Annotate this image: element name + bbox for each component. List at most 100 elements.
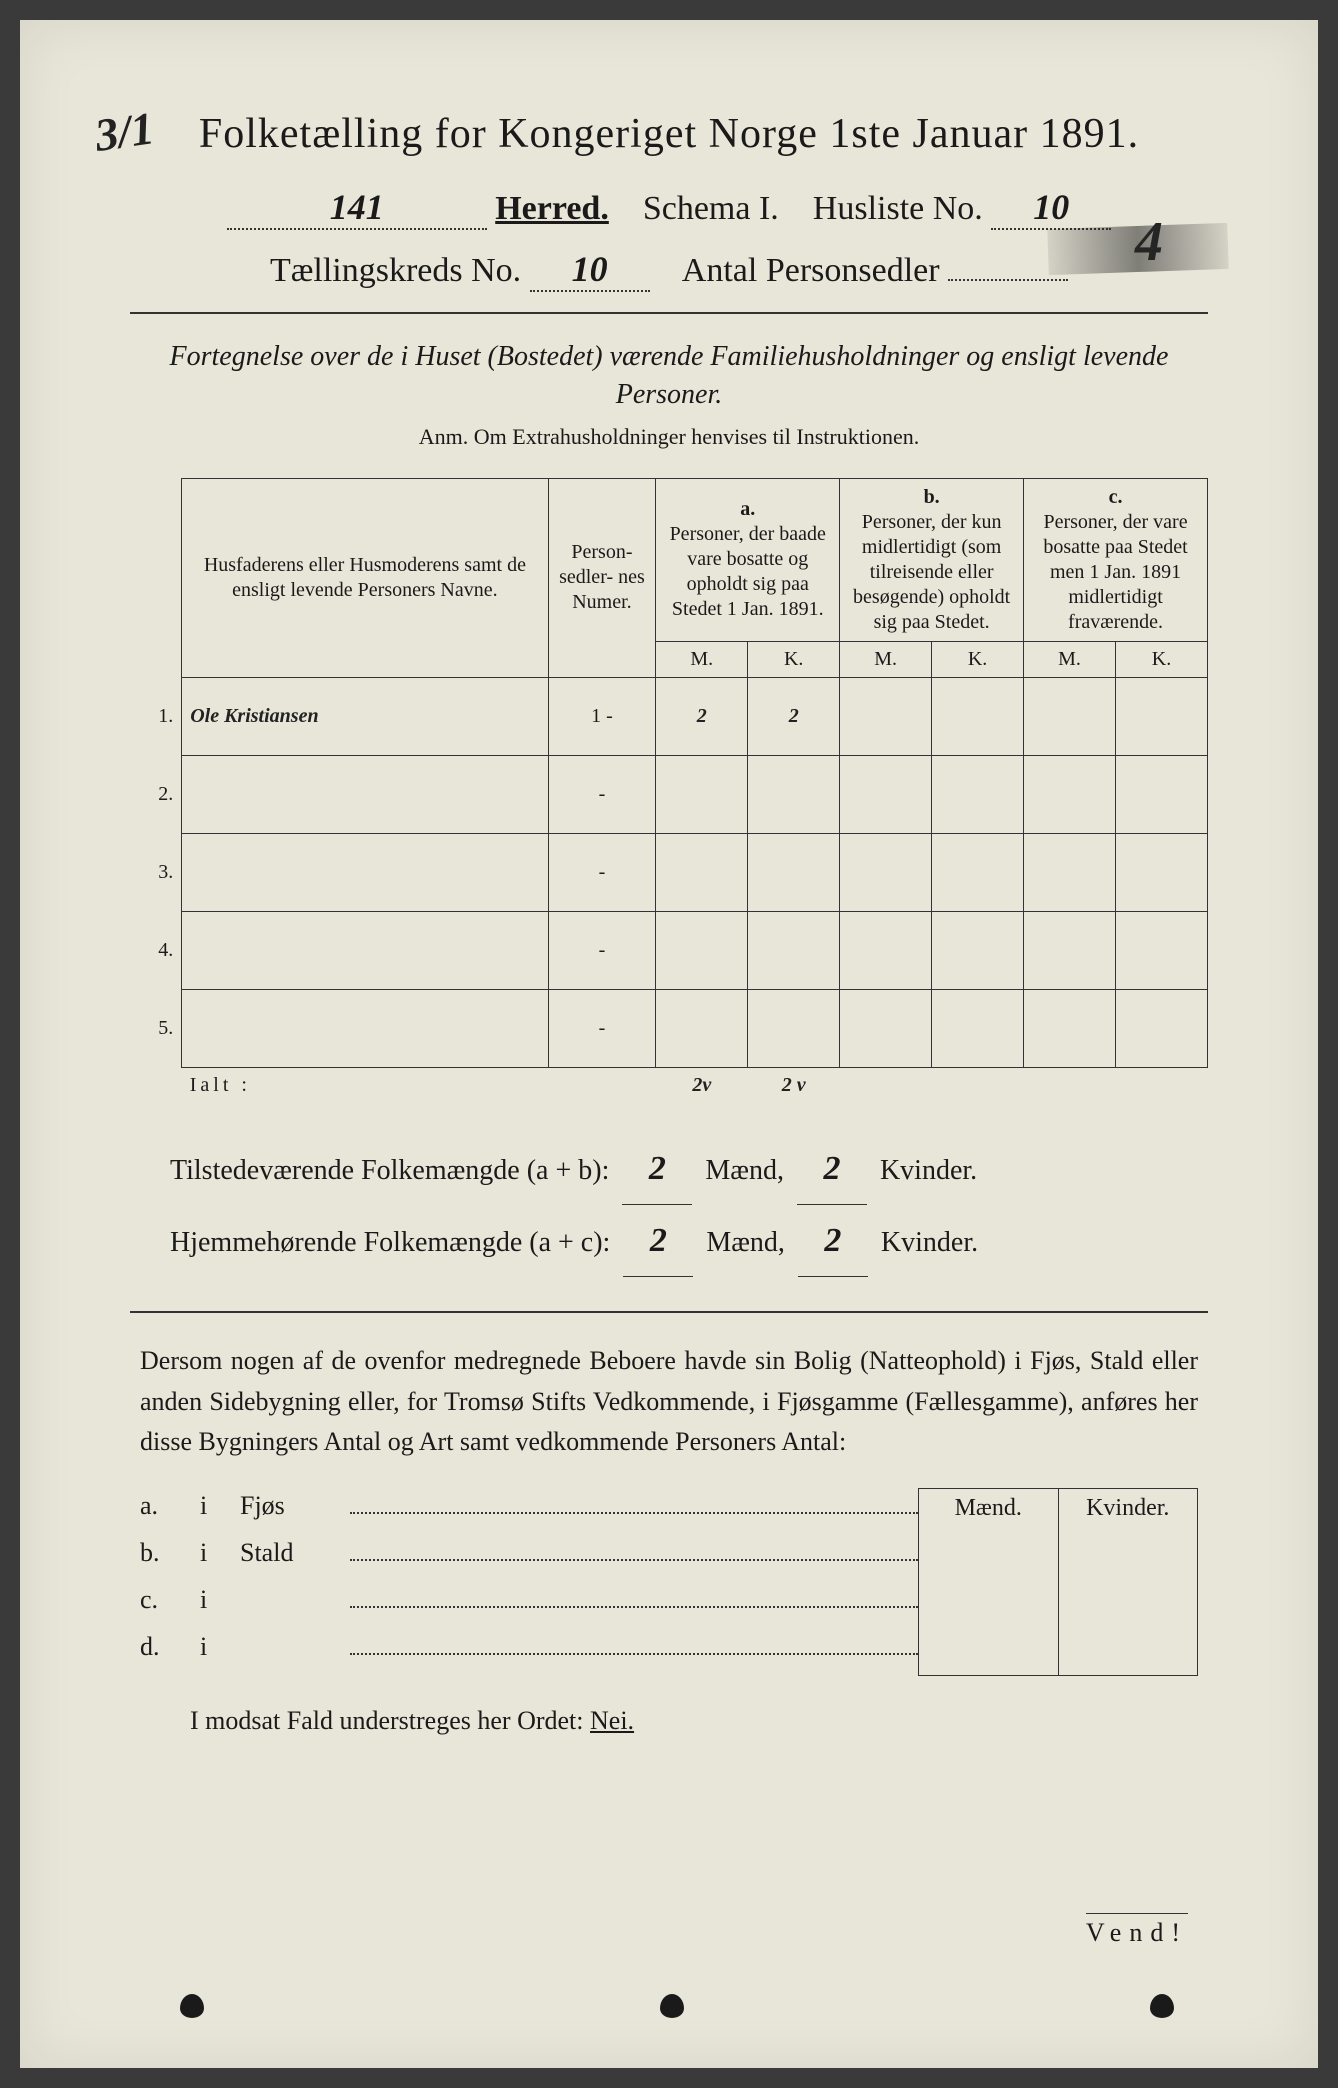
row-c-k [1116,677,1208,755]
row-a-m [656,755,748,833]
building-block: a.iFjøsb.iStaldc.id.i Mænd. Kvinder. [140,1488,1198,1676]
row-c-m [1024,833,1116,911]
mk-box: Mænd. Kvinder. [918,1488,1198,1676]
row-i: i [200,1538,240,1568]
building-row: a.iFjøs [140,1488,918,1521]
divider-2 [130,1311,1208,1313]
table-row: 3. - [130,833,1208,911]
col-head-name: Husfaderens eller Husmoderens samt de en… [182,478,548,677]
subtitle: Fortegnelse over de i Huset (Bostedet) v… [130,338,1208,414]
head-c-k: K. [1116,641,1208,677]
col-head-a: a. Personer, der baade vare bosatte og o… [656,478,840,641]
head-b-m: M. [840,641,932,677]
head-a-m: M. [656,641,748,677]
row-c-k [1116,911,1208,989]
ialt-b-m [840,1067,932,1103]
row-number: 2. [130,755,182,833]
row-a-m [656,833,748,911]
building-row: c.i [140,1582,918,1615]
row-b-m [840,989,932,1067]
kreds-value: 10 [572,249,608,289]
row-b-k [932,755,1024,833]
ialt-row: Ialt : 2v 2 v [130,1067,1208,1103]
sum1-klab: Kvinder. [880,1155,977,1186]
row-b-m [840,833,932,911]
col-head-num: Person- sedler- nes Numer. [548,478,656,677]
row-name [182,833,548,911]
divider-1 [130,312,1208,314]
summary-line-1: Tilstedeværende Folkemængde (a + b): 2 M… [170,1133,1208,1205]
row-b-m [840,755,932,833]
head-a-letter: a. [664,497,831,522]
row-number: 5. [130,989,182,1067]
sum2-mlab: Mænd, [706,1227,785,1258]
head-c-m: M. [1024,641,1116,677]
sum1-label: Tilstedeværende Folkemængde (a + b): [170,1155,609,1186]
row-num: 1 - [548,677,656,755]
head-b-letter: b. [848,485,1015,510]
husliste-value: 10 [1033,187,1069,227]
row-letter: a. [140,1491,200,1521]
punch-hole [660,1994,684,2018]
row-c-k [1116,755,1208,833]
header-line-2: 141 Herred. Schema I. Husliste No. 10 [130,186,1208,230]
nei-text: I modsat Fald understreges her Ordet: [190,1706,590,1735]
row-letter: b. [140,1538,200,1568]
row-b-m [840,677,932,755]
row-a-m: 2 [656,677,748,755]
corner-annotation: 3/1 [92,101,158,162]
sum2-m: 2 [650,1222,667,1259]
dotted-line [350,1582,918,1608]
row-letter: c. [140,1585,200,1615]
row-c-m [1024,989,1116,1067]
ialt-label: Ialt : [182,1067,548,1103]
instruction-paragraph: Dersom nogen af de ovenfor medregnede Be… [140,1341,1198,1462]
head-c-text: Personer, der vare bosatte paa Stedet me… [1032,510,1199,635]
summary-line-2: Hjemmehørende Folkemængde (a + c): 2 Mæn… [170,1205,1208,1277]
row-number: 4. [130,911,182,989]
row-i: i [200,1632,240,1662]
sum2-klab: Kvinder. [881,1227,978,1258]
dotted-line [350,1535,918,1561]
nei-line: I modsat Fald understreges her Ordet: Ne… [190,1706,1198,1736]
head-c-letter: c. [1032,485,1199,510]
sum1-k: 2 [823,1150,840,1187]
row-c-k [1116,833,1208,911]
row-name [182,911,548,989]
row-c-m [1024,755,1116,833]
herred-value: 141 [330,187,384,227]
row-b-k [932,911,1024,989]
sum1-mlab: Mænd, [705,1155,784,1186]
schema-label: Schema I. [643,190,779,227]
building-row: d.i [140,1629,918,1662]
sum1-m: 2 [649,1150,666,1187]
table-row: 4.- [130,911,1208,989]
row-number: 1. [130,677,182,755]
row-num: - [548,833,656,911]
row-i: i [200,1491,240,1521]
row-c-m [1024,911,1116,989]
ialt-a-m: 2v [656,1067,748,1103]
sum2-k: 2 [824,1222,841,1259]
head-a-text: Personer, der baade vare bosatte og opho… [664,522,831,622]
vend-label: Vend! [1086,1913,1188,1948]
row-a-k: 2 [748,677,840,755]
row-c-k [1116,989,1208,1067]
dotted-line [350,1488,918,1514]
row-number: 3. [130,833,182,911]
row-letter: d. [140,1632,200,1662]
table-row: 5. - [130,989,1208,1067]
row-num: - [548,989,656,1067]
husliste-label: Husliste No. [813,190,983,227]
punch-hole [180,1994,204,2018]
ialt-b-k [932,1067,1024,1103]
row-a-k [748,755,840,833]
row-a-m [656,989,748,1067]
building-row: b.iStald [140,1535,918,1568]
col-head-c: c. Personer, der vare bosatte paa Stedet… [1024,478,1208,641]
antal-label: Antal Personsedler [682,252,940,289]
herred-label: Herred. [495,190,609,227]
row-a-m [656,911,748,989]
row-type: Fjøs [240,1491,350,1521]
annotation-note: Anm. Om Extrahusholdninger henvises til … [130,424,1208,450]
